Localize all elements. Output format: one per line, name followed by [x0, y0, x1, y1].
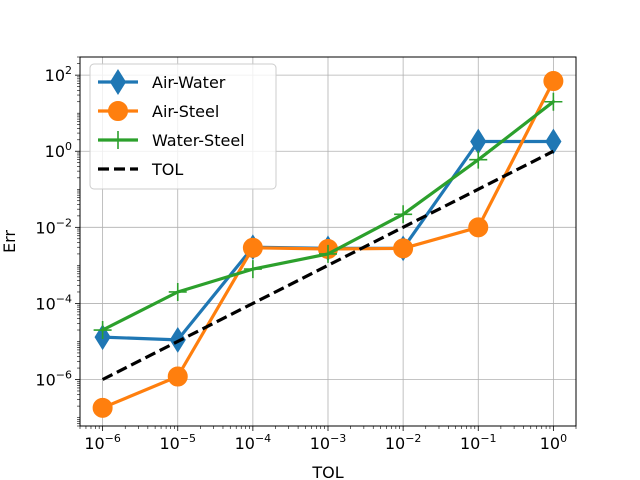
- legend-entry-air-steel: Air-Steel: [98, 101, 219, 121]
- data-point-water-steel: [469, 150, 488, 169]
- legend-box: [89, 63, 277, 190]
- data-point-water-steel: [93, 321, 112, 340]
- series-layer: [92, 71, 564, 418]
- legend-label-air-steel: Air-Steel: [152, 102, 219, 121]
- legend-entry-water-steel: Water-Steel: [98, 131, 245, 150]
- y-tick-label: 10−4: [35, 292, 72, 313]
- data-point-air-steel: [393, 238, 414, 259]
- data-point-water-steel: [319, 244, 337, 263]
- legend-label-air-water: Air-Water: [152, 73, 226, 92]
- data-point-air-water: [545, 128, 562, 155]
- data-point-air-steel: [468, 217, 489, 238]
- x-axis-label: TOL: [311, 463, 343, 480]
- series-water-steel: [93, 92, 563, 340]
- data-point-water-steel: [544, 92, 563, 111]
- legend-label-tol: TOL: [151, 160, 183, 179]
- x-tick-label: 10−6: [84, 432, 121, 453]
- x-tick-label: 10−1: [460, 432, 497, 453]
- data-point-air-steel: [92, 397, 113, 418]
- legend-marker-water-steel: [109, 131, 127, 149]
- data-point-air-steel: [167, 366, 188, 387]
- legend-entry-air-water: Air-Water: [98, 69, 226, 95]
- y-tick-label: 102: [45, 64, 72, 85]
- y-tick-label: 100: [45, 140, 72, 161]
- data-point-water-steel: [394, 205, 413, 224]
- data-point-water-steel: [243, 260, 262, 279]
- x-tick-label: 10−2: [385, 432, 422, 453]
- y-axis-label: Err: [0, 230, 19, 253]
- y-tick-label: 10−6: [35, 369, 72, 390]
- legend-label-water-steel: Water-Steel: [152, 131, 245, 150]
- legend-marker-air-water: [109, 69, 127, 95]
- series-tol: [101, 149, 555, 381]
- x-tick-label: 10−4: [235, 432, 272, 453]
- data-point-water-steel: [168, 282, 187, 301]
- y-tick-label: 10−2: [35, 216, 72, 237]
- legend: Air-Water Air-Steel Water-Steel TOL: [89, 63, 277, 190]
- x-tick-label: 10−3: [310, 432, 347, 453]
- series-line-tol: [101, 149, 555, 381]
- legend-marker-air-steel: [108, 101, 128, 121]
- ticks: 10−6 10−5 10−4 10−3 10−2 10−1 100 10−6 10−4 10−2 1…: [35, 56, 577, 453]
- data-point-air-steel: [543, 71, 564, 92]
- x-tick-label: 10−5: [159, 432, 196, 453]
- legend-entry-tol: TOL: [98, 160, 183, 179]
- x-tick-label: 100: [540, 432, 567, 453]
- data-point-air-steel: [242, 237, 263, 258]
